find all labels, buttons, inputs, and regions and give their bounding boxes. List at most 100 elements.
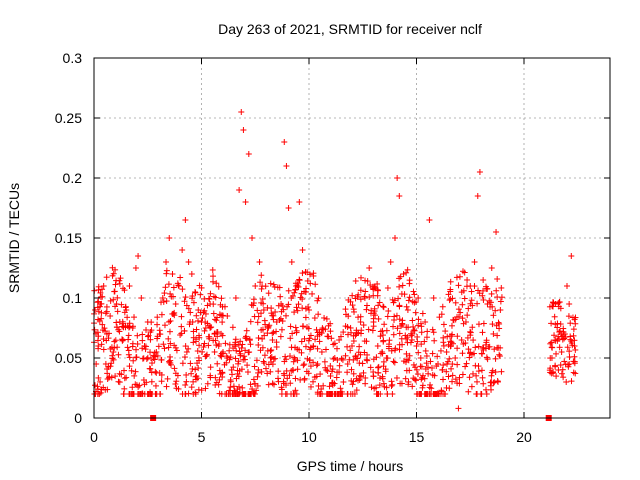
data-point bbox=[269, 330, 276, 337]
data-point bbox=[258, 368, 265, 375]
data-point bbox=[336, 362, 343, 369]
data-point bbox=[112, 281, 119, 288]
data-point bbox=[132, 381, 139, 388]
data-point bbox=[363, 306, 370, 313]
data-point bbox=[129, 343, 136, 350]
data-point bbox=[409, 383, 416, 390]
data-point bbox=[327, 391, 334, 397]
data-point bbox=[333, 374, 340, 381]
data-point bbox=[340, 379, 347, 385]
data-point bbox=[393, 312, 400, 319]
data-point bbox=[270, 329, 277, 336]
data-point bbox=[136, 391, 143, 397]
data-point bbox=[492, 355, 499, 362]
data-point bbox=[290, 391, 297, 397]
data-point bbox=[436, 314, 443, 321]
y-tick-label: 0.2 bbox=[63, 170, 83, 186]
data-point bbox=[553, 350, 560, 357]
data-point bbox=[375, 363, 382, 370]
data-point bbox=[112, 337, 119, 344]
data-point bbox=[390, 331, 397, 338]
data-point bbox=[277, 315, 284, 322]
data-point bbox=[255, 334, 262, 341]
data-point bbox=[381, 321, 388, 328]
data-point bbox=[267, 280, 274, 287]
data-point bbox=[226, 341, 233, 348]
data-point bbox=[122, 322, 129, 329]
data-point bbox=[301, 335, 308, 342]
data-point bbox=[302, 343, 309, 350]
data-point bbox=[117, 275, 124, 282]
data-point bbox=[313, 326, 320, 333]
data-point bbox=[269, 361, 276, 368]
data-point bbox=[380, 338, 387, 345]
data-point bbox=[316, 391, 323, 397]
data-point bbox=[167, 340, 174, 347]
data-point bbox=[202, 310, 209, 317]
data-point bbox=[181, 327, 188, 334]
data-point bbox=[95, 374, 102, 381]
data-point bbox=[290, 358, 297, 365]
data-point bbox=[417, 363, 424, 370]
data-point bbox=[187, 360, 194, 367]
data-point bbox=[269, 337, 276, 343]
data-point bbox=[223, 359, 230, 366]
data-point bbox=[337, 385, 344, 392]
data-point bbox=[299, 270, 306, 277]
data-point bbox=[143, 356, 150, 363]
data-point bbox=[278, 326, 285, 333]
data-point bbox=[415, 349, 422, 356]
data-point bbox=[173, 347, 180, 354]
data-point bbox=[230, 364, 237, 371]
data-point bbox=[417, 355, 424, 361]
data-point bbox=[210, 273, 217, 280]
data-point bbox=[484, 301, 491, 307]
grid-lines bbox=[94, 58, 610, 418]
data-point bbox=[449, 361, 456, 368]
data-point bbox=[423, 360, 430, 367]
data-point bbox=[102, 360, 109, 367]
y-axis-label: SRMTID / TECUs bbox=[6, 183, 22, 293]
data-point bbox=[166, 358, 173, 365]
data-point bbox=[415, 316, 422, 323]
data-point bbox=[347, 298, 354, 305]
data-point bbox=[572, 346, 579, 353]
x-tick-label: 0 bbox=[90, 429, 98, 445]
data-point bbox=[110, 296, 117, 303]
data-point bbox=[478, 367, 485, 374]
data-point bbox=[126, 363, 133, 370]
data-point bbox=[482, 386, 489, 393]
data-point bbox=[170, 293, 177, 300]
data-point bbox=[126, 391, 133, 397]
data-point bbox=[133, 346, 140, 353]
data-point bbox=[370, 356, 377, 363]
data-point bbox=[429, 350, 436, 357]
data-point bbox=[366, 265, 373, 271]
data-point bbox=[187, 309, 194, 316]
data-point bbox=[204, 380, 211, 387]
data-point bbox=[496, 351, 503, 358]
data-point bbox=[162, 284, 169, 291]
data-point bbox=[185, 305, 192, 312]
data-point bbox=[101, 325, 108, 332]
data-point bbox=[102, 386, 109, 393]
y-tick-label: 0.25 bbox=[55, 110, 82, 126]
data-point bbox=[561, 358, 568, 365]
data-point bbox=[103, 337, 110, 344]
data-point bbox=[546, 367, 553, 374]
data-point bbox=[355, 314, 362, 321]
data-point bbox=[566, 353, 573, 360]
data-point bbox=[265, 381, 272, 388]
data-point bbox=[498, 284, 505, 291]
data-point bbox=[389, 381, 396, 388]
data-point bbox=[142, 346, 149, 353]
data-point bbox=[363, 338, 370, 345]
data-point bbox=[200, 344, 207, 351]
data-point bbox=[116, 277, 123, 284]
data-point bbox=[452, 316, 459, 323]
x-tick-label: 15 bbox=[409, 429, 425, 445]
data-point bbox=[99, 321, 106, 328]
data-point bbox=[172, 344, 179, 351]
data-point bbox=[120, 391, 127, 397]
data-point bbox=[483, 285, 490, 292]
